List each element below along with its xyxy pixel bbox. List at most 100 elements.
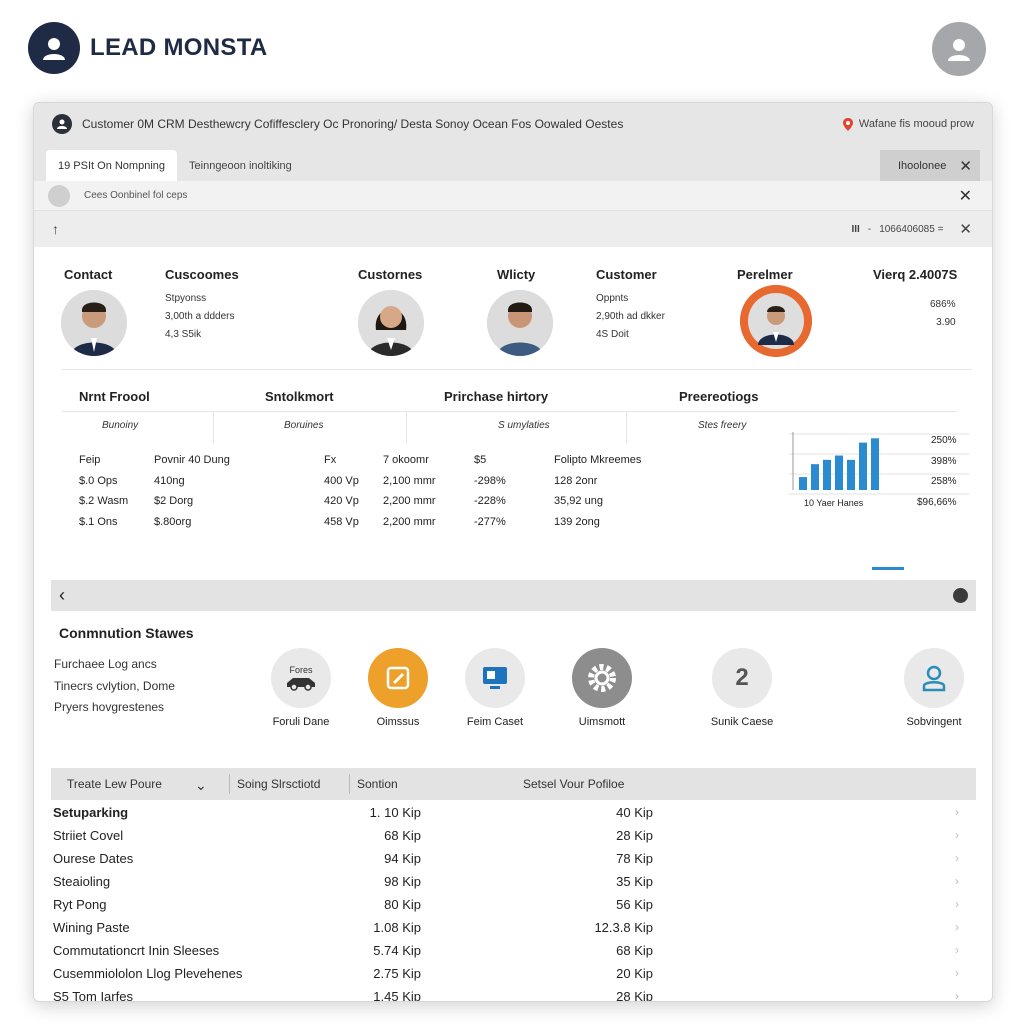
history-bar-chart — [789, 432, 969, 495]
row-value-b: 78 Kip — [616, 851, 653, 866]
card-detail: Oppnts 2,90th ad dkker 4S Doit — [596, 290, 665, 344]
row-value-a: 80 Kip — [384, 897, 421, 912]
divider — [229, 774, 230, 794]
action-label: Sobvingent — [906, 716, 962, 728]
tab-first[interactable]: 19 PSIt On Nompning — [46, 150, 178, 181]
brand-name: LEAD MONSTA — [90, 34, 268, 61]
avatar[interactable] — [358, 290, 424, 356]
column-header[interactable]: Sontion — [357, 777, 398, 791]
table-row[interactable]: Ryt Pong 80 Kip 56 Kip › — [53, 897, 973, 920]
summary-header: Nrnt Froool — [79, 389, 150, 404]
action-button[interactable]: Feim Caset — [445, 648, 545, 728]
comm-line: Tinecrs cvlytion, Dome — [54, 679, 175, 693]
card-header: Wlicty — [497, 267, 536, 282]
column-header[interactable]: Setsel Vour Pofiloe — [523, 777, 625, 791]
account-icon[interactable] — [52, 114, 72, 134]
close-icon[interactable]: ✕ — [958, 187, 972, 205]
action-label: Feim Caset — [466, 716, 524, 728]
card-detail-line: Stpyonss — [165, 293, 207, 304]
number-icon: 2 — [712, 648, 772, 708]
column-header[interactable]: Soing Slrsctiotd — [237, 777, 321, 791]
table-row[interactable]: Cusemmiololon Llog Plevehenes 2.75 Kip 20 … — [53, 966, 973, 989]
chevron-right-icon[interactable]: › — [955, 943, 959, 957]
summary-cell: -228% — [474, 495, 506, 507]
card-detail-line: 2,90th ad dkker — [596, 311, 665, 322]
table-row[interactable]: Wining Paste 1.08 Kip 12.3.8 Kip › — [53, 920, 973, 943]
card-detail-line: Oppnts — [596, 293, 629, 304]
action-inner: Fores — [289, 665, 313, 675]
summary-cell: Fx — [324, 454, 337, 466]
chevron-left-icon[interactable]: ‹ — [59, 585, 65, 605]
chevron-right-icon[interactable]: › — [955, 966, 959, 980]
notice-icon — [48, 184, 70, 207]
avatar[interactable] — [487, 290, 553, 356]
table-row[interactable]: Ourese Dates 94 Kip 78 Kip › — [53, 851, 973, 874]
window-titlebar: Customer 0M CRM Desthewcry Cofiffesclery… — [34, 103, 992, 145]
tab-right[interactable]: Ihoolonee ✕ — [880, 150, 980, 181]
location-text: Wafane fis mooud prow — [858, 118, 974, 130]
action-label: Foruli Dane — [272, 716, 330, 728]
chevron-right-icon[interactable]: › — [955, 989, 959, 1002]
divider — [626, 411, 627, 443]
close-icon[interactable]: ✕ — [959, 157, 972, 175]
summary-cell: 35,92 ung — [554, 495, 603, 507]
row-value-b: 68 Kip — [616, 943, 653, 958]
arrow-up-icon[interactable]: ↑ — [52, 221, 59, 237]
toolbar: ↑ III - 1066406085 = ✕ — [34, 211, 992, 247]
chevron-down-icon[interactable]: ⌄ — [195, 777, 207, 793]
summary-sub: S umylaties — [498, 420, 550, 431]
user-icon — [948, 39, 970, 61]
table-row[interactable]: Steaioling 98 Kip 35 Kip › — [53, 874, 973, 897]
row-value-a: 68 Kip — [384, 828, 421, 843]
action-button[interactable]: Fores Foruli Dane — [251, 648, 351, 728]
card-header: Contact — [64, 267, 113, 282]
check-icon[interactable] — [953, 588, 968, 603]
chart-bar — [799, 477, 807, 490]
card-header: Perelmer — [737, 267, 793, 282]
column-header[interactable]: Treate Lew Poure — [67, 777, 162, 791]
summary-cell: $.80org — [154, 516, 192, 528]
summary-header: Preereotiogs — [679, 389, 759, 404]
chevron-right-icon[interactable]: › — [955, 805, 959, 819]
card-detail-line: 4S Doit — [596, 329, 629, 340]
chart-pct: 258% — [931, 476, 957, 487]
location-indicator[interactable]: Wafane fis mooud prow — [842, 117, 974, 131]
chevron-right-icon[interactable]: › — [955, 874, 959, 888]
row-value-a: 1. 10 Kip — [369, 805, 421, 820]
columns-icon[interactable]: III — [851, 223, 860, 235]
summary-sub: Boruines — [284, 420, 324, 431]
table-row[interactable]: Setuparking 1. 10 Kip 40 Kip › — [53, 805, 973, 828]
chart-total: $96,66% — [917, 497, 957, 508]
comm-line: Pryers hovgrestenes — [54, 700, 165, 714]
chart-bar — [823, 459, 831, 490]
action-label: Uimsmott — [578, 716, 626, 728]
action-button[interactable]: Uimsmott — [552, 648, 652, 728]
tab-second[interactable]: Teinngeoon inoltiking — [189, 159, 292, 172]
action-button[interactable]: 2 Sunik Caese — [692, 648, 792, 728]
profile-avatar-button[interactable] — [932, 22, 986, 76]
horizontal-scroller[interactable]: ‹ — [51, 580, 976, 611]
summary-header: Sntolkmort — [265, 389, 334, 404]
chart-bar — [847, 459, 855, 490]
table-row[interactable]: S5 Tom Iarfes 1.45 Kip 28 Kip › — [53, 989, 973, 1002]
chart-pct: 398% — [931, 456, 957, 467]
action-button[interactable]: Oimssus — [348, 648, 448, 728]
chevron-right-icon[interactable]: › — [955, 920, 959, 934]
avatar[interactable] — [740, 285, 812, 357]
summary-cell: 7 okoomr — [383, 454, 429, 466]
scroll-thumb[interactable] — [872, 567, 904, 570]
card-header: Customer — [596, 267, 657, 282]
table-row[interactable]: Striiet Covel 68 Kip 28 Kip › — [53, 828, 973, 851]
chevron-right-icon[interactable]: › — [955, 897, 959, 911]
card-header: Vierq 2.4007S — [873, 267, 958, 282]
close-icon[interactable]: ✕ — [959, 221, 972, 238]
divider — [62, 369, 972, 370]
chevron-right-icon[interactable]: › — [955, 828, 959, 842]
table-row[interactable]: Commutationcrt Inin Sleeses 5.74 Kip 68 Ki… — [53, 943, 973, 966]
avatar[interactable] — [61, 290, 127, 356]
chevron-right-icon[interactable]: › — [955, 851, 959, 865]
summary-cell: $.0 Ops — [79, 475, 118, 487]
action-button[interactable]: Sobvingent — [884, 648, 984, 728]
card-detail-line: 4,3 S5ik — [165, 329, 202, 340]
summary-cell: $5 — [474, 454, 487, 466]
